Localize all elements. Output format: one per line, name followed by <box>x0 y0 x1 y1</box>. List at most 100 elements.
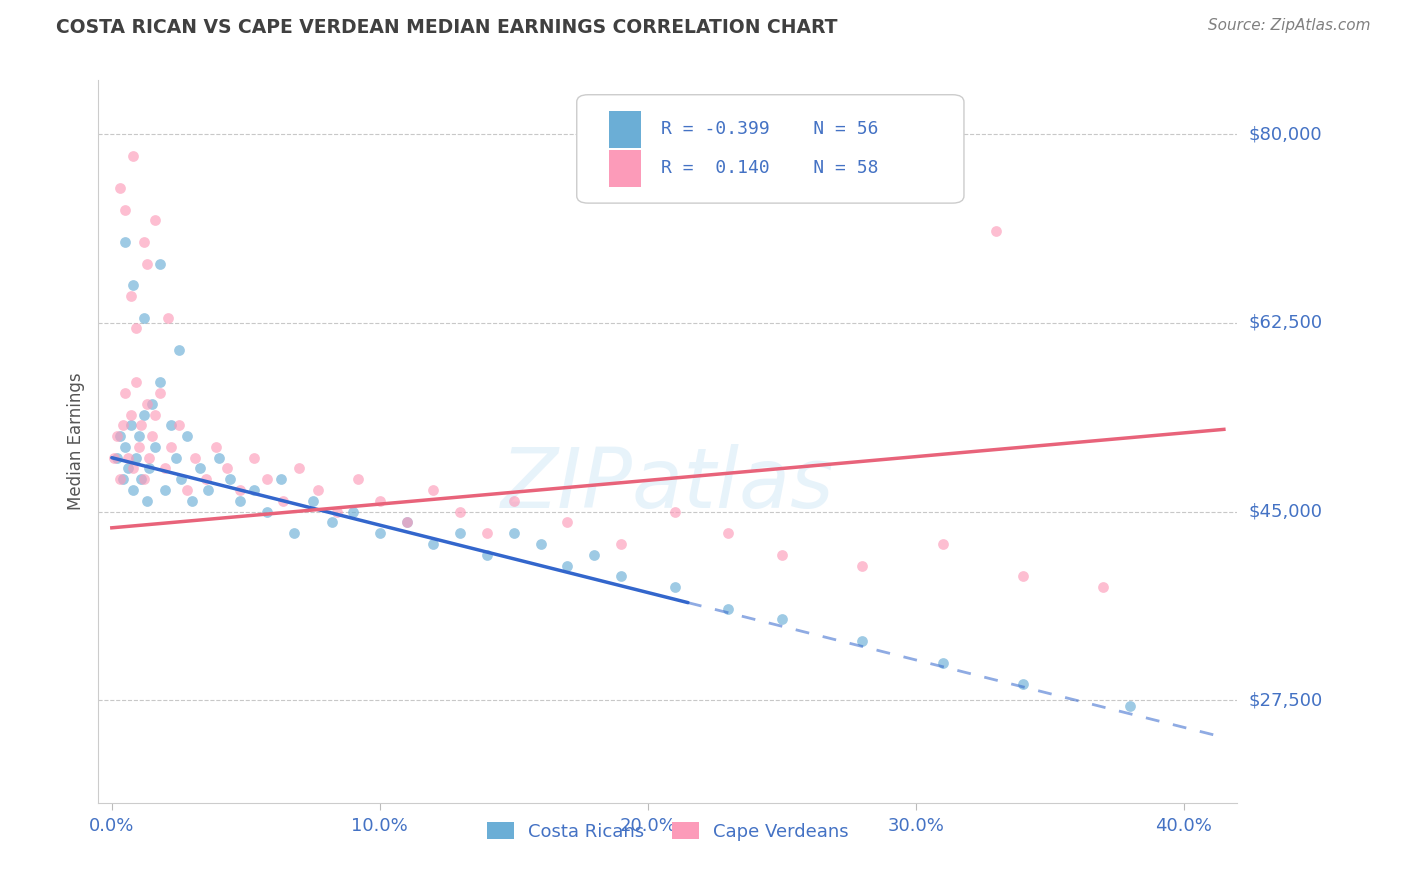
Point <box>114 235 136 249</box>
Point <box>108 472 131 486</box>
Point <box>1012 569 1035 583</box>
Point <box>770 548 793 562</box>
Point <box>122 461 145 475</box>
FancyBboxPatch shape <box>576 95 965 203</box>
Point <box>122 278 145 293</box>
Point <box>610 569 633 583</box>
Point <box>114 386 136 401</box>
Point <box>188 461 211 475</box>
Point <box>120 418 142 433</box>
Point <box>167 343 190 357</box>
Point <box>108 429 131 443</box>
Point <box>138 450 160 465</box>
Text: $45,000: $45,000 <box>1249 502 1323 521</box>
Point <box>155 483 177 497</box>
Point <box>717 601 740 615</box>
Point <box>132 235 155 249</box>
Point <box>1092 580 1115 594</box>
Point <box>125 450 148 465</box>
Text: $62,500: $62,500 <box>1249 314 1323 332</box>
Y-axis label: Median Earnings: Median Earnings <box>67 373 86 510</box>
Point <box>184 450 207 465</box>
Text: $80,000: $80,000 <box>1249 125 1322 144</box>
Point <box>218 472 240 486</box>
Point <box>347 472 370 486</box>
Point <box>155 461 177 475</box>
Point <box>583 548 606 562</box>
Point <box>984 224 1007 238</box>
FancyBboxPatch shape <box>609 111 641 148</box>
Point <box>288 461 311 475</box>
Point <box>170 472 193 486</box>
Point <box>117 450 139 465</box>
Point <box>135 257 157 271</box>
Point <box>120 408 142 422</box>
Point <box>132 310 155 325</box>
Point <box>1012 677 1035 691</box>
Legend: Costa Ricans, Cape Verdeans: Costa Ricans, Cape Verdeans <box>479 815 856 848</box>
Point <box>114 202 136 217</box>
Point <box>557 516 579 530</box>
Point <box>159 440 181 454</box>
Point <box>283 526 305 541</box>
Point <box>273 493 295 508</box>
Point <box>129 472 152 486</box>
Point <box>229 493 252 508</box>
Point <box>132 472 155 486</box>
Point <box>143 440 166 454</box>
Point <box>475 526 498 541</box>
Point <box>194 472 217 486</box>
Point <box>301 493 323 508</box>
Text: $27,500: $27,500 <box>1249 691 1323 709</box>
Point <box>159 418 181 433</box>
Point <box>125 376 148 390</box>
Point <box>125 321 148 335</box>
Point <box>176 429 198 443</box>
FancyBboxPatch shape <box>609 150 641 187</box>
Point <box>143 408 166 422</box>
Text: COSTA RICAN VS CAPE VERDEAN MEDIAN EARNINGS CORRELATION CHART: COSTA RICAN VS CAPE VERDEAN MEDIAN EARNI… <box>56 18 838 37</box>
Point <box>557 558 579 573</box>
Text: R = -0.399    N = 56: R = -0.399 N = 56 <box>661 120 879 138</box>
Point <box>1119 698 1142 713</box>
Point <box>256 472 278 486</box>
Point <box>449 505 471 519</box>
Point <box>243 450 266 465</box>
Point <box>105 429 128 443</box>
Point <box>157 310 180 325</box>
Point <box>368 526 391 541</box>
Point <box>114 440 136 454</box>
Point <box>122 149 145 163</box>
Point <box>422 537 444 551</box>
Point <box>326 505 349 519</box>
Point <box>120 289 142 303</box>
Point <box>395 516 418 530</box>
Point <box>208 450 231 465</box>
Point <box>422 483 444 497</box>
Point <box>165 450 187 465</box>
Point <box>243 483 266 497</box>
Point <box>256 505 278 519</box>
Point <box>149 376 172 390</box>
Point <box>229 483 252 497</box>
Point <box>931 537 953 551</box>
Point <box>395 516 418 530</box>
Point <box>368 493 391 508</box>
Point <box>176 483 198 497</box>
Point <box>135 493 157 508</box>
Point <box>851 634 873 648</box>
Point <box>197 483 219 497</box>
Text: R =  0.140    N = 58: R = 0.140 N = 58 <box>661 160 879 178</box>
Point <box>111 472 134 486</box>
Point <box>122 483 145 497</box>
Point <box>342 505 364 519</box>
Point <box>181 493 204 508</box>
Point <box>931 656 953 670</box>
Point <box>321 516 343 530</box>
Point <box>529 537 551 551</box>
Point <box>143 213 166 227</box>
Point <box>128 440 150 454</box>
Point <box>135 397 157 411</box>
Point <box>141 429 163 443</box>
Point <box>129 418 152 433</box>
